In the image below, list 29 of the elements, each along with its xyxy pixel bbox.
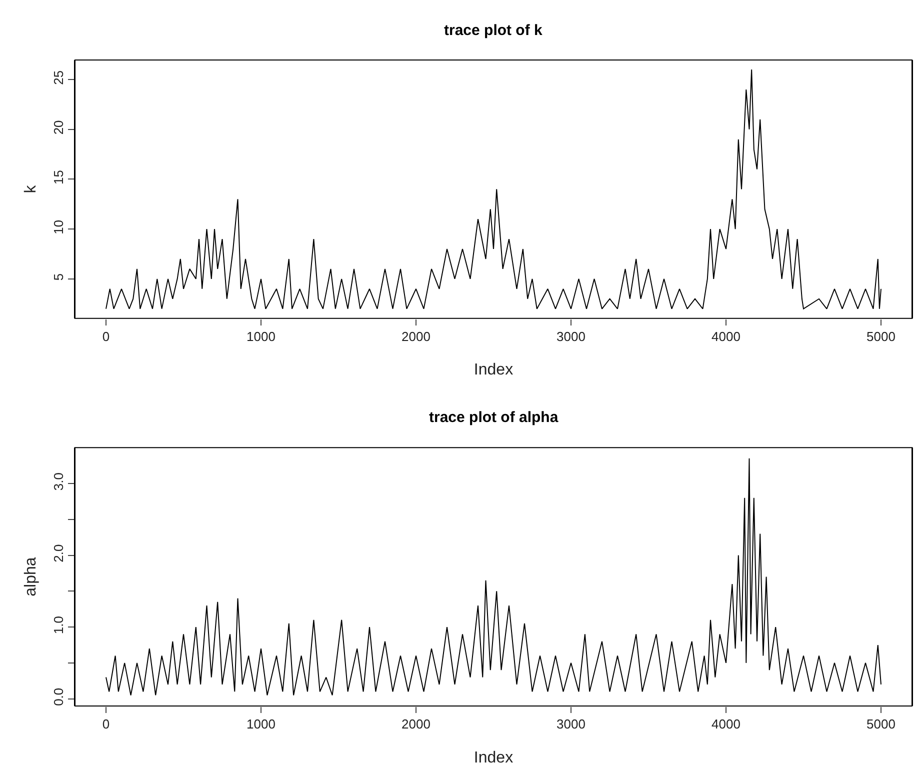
x-tick-label: 3000	[556, 716, 586, 732]
x-tick-label: 4000	[712, 716, 740, 732]
x-axis-title: Index	[474, 749, 514, 766]
chart-title: trace plot of k	[444, 22, 544, 39]
x-tick-label: 0	[102, 716, 110, 732]
x-tick-label: 1000	[246, 716, 276, 732]
x-tick-label: 5000	[866, 329, 896, 344]
y-axis-title: alpha	[22, 557, 40, 596]
x-axis-title: Index	[474, 362, 514, 379]
x-tick-label: 5000	[866, 716, 896, 732]
y-tick-label: 25	[50, 70, 66, 85]
y-tick-label: 2.0	[50, 544, 66, 562]
chart-title: trace plot of alpha	[429, 409, 559, 426]
y-tick-label: 1.0	[50, 616, 66, 634]
line-series	[106, 69, 882, 310]
y-axis-title: k	[22, 184, 40, 194]
y-tick-label: 15	[50, 170, 66, 185]
x-tick-label: 1000	[246, 329, 276, 344]
x-tick-label: 2000	[402, 329, 430, 344]
x-tick-label: 4000	[712, 329, 740, 344]
x-tick-label: 3000	[556, 329, 586, 344]
y-tick-label: 0.0	[50, 688, 66, 706]
line-series	[106, 458, 882, 696]
y-tick-label: 3.0	[50, 472, 66, 491]
y-tick-label: 20	[50, 120, 66, 135]
y-tick-label: 5	[50, 273, 66, 281]
x-tick-label: 0	[102, 329, 110, 344]
y-tick-label: 10	[50, 220, 66, 234]
x-tick-label: 2000	[402, 716, 430, 732]
